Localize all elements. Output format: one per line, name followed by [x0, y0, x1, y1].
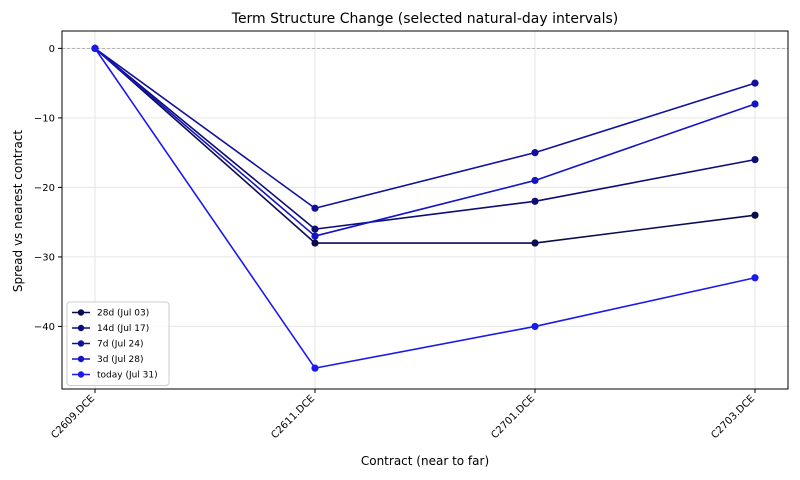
data-point: [311, 239, 319, 247]
legend-entry: 14d (Jul 17): [72, 324, 149, 334]
data-point: [531, 149, 539, 157]
data-point: [751, 211, 759, 219]
series-line: [94, 47, 756, 369]
y-tick-label: −30: [34, 252, 55, 263]
data-point: [311, 225, 319, 233]
data-point: [531, 197, 539, 205]
data-point: [531, 239, 539, 247]
data-point: [751, 274, 759, 282]
series-today: [91, 44, 759, 372]
data-point: [751, 156, 759, 164]
chart-title: Term Structure Change (selected natural-…: [231, 11, 618, 27]
legend-label: 14d (Jul 17): [97, 324, 149, 334]
data-point: [311, 364, 319, 372]
legend-swatch-marker: [77, 340, 85, 347]
data-point: [531, 322, 539, 331]
legend-swatch-marker: [77, 324, 85, 332]
data-point: [91, 44, 99, 52]
y-axis: 0 −10 −20 −30 −40: [34, 44, 62, 333]
legend-label: 3d (Jul 28): [97, 355, 144, 365]
data-point: [311, 232, 319, 240]
series-line: [94, 47, 756, 210]
legend-swatch-marker: [77, 309, 85, 316]
legend-entry: today (Jul 31): [72, 371, 158, 381]
x-axis-label: Contract (near to far): [361, 454, 489, 468]
legend-entry: 7d (Jul 24): [72, 340, 144, 350]
y-tick-label: −20: [34, 183, 55, 194]
legend-entry: 3d (Jul 28): [72, 355, 144, 365]
y-axis-label: Spread vs nearest contract: [11, 130, 25, 293]
y-tick-label: −10: [34, 113, 55, 124]
legend-label: 7d (Jul 24): [97, 340, 144, 350]
legend-label: 28d (Jul 03): [97, 309, 149, 319]
series-line: [94, 47, 756, 230]
series-line: [94, 47, 756, 244]
y-tick-label: 0: [49, 44, 55, 55]
series-lines: [91, 44, 759, 372]
legend-swatch-marker: [77, 355, 85, 363]
legend-label: today (Jul 31): [97, 371, 158, 381]
legend-box: [66, 301, 170, 386]
plot-frame: [61, 30, 789, 390]
data-point: [311, 204, 319, 212]
legend-swatch-marker: [77, 371, 85, 378]
legend: 28d (Jul 03) 14d (Jul 17) 7d (Jul 24) 3d (J…: [66, 301, 170, 386]
y-tick-label: −40: [34, 322, 55, 333]
data-point: [531, 176, 539, 185]
data-point: [751, 100, 759, 108]
series-line: [94, 47, 756, 237]
legend-entry: 28d (Jul 03): [72, 309, 149, 319]
data-point: [751, 79, 759, 87]
